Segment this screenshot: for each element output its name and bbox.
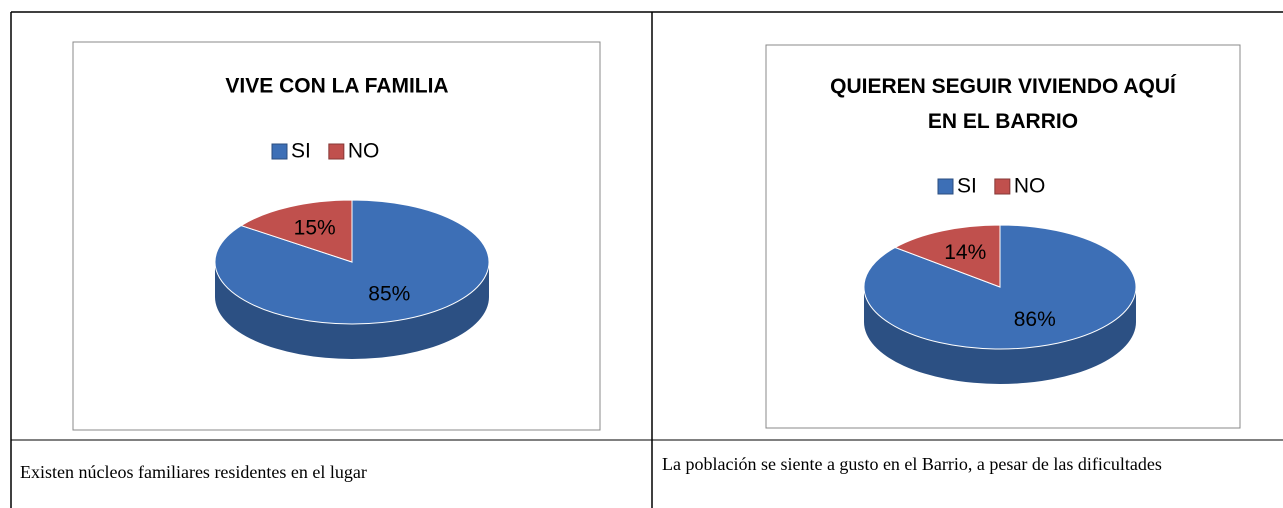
caption: Existen núcleos familiares residentes en… xyxy=(20,462,367,482)
chart-title: QUIEREN SEGUIR VIVIENDO AQUÍ EN EL BARRIO xyxy=(830,75,1177,133)
legend-swatch xyxy=(271,143,288,160)
pie-slice xyxy=(894,224,1001,288)
data-label: 86% xyxy=(1014,308,1056,331)
data-label: 15% xyxy=(294,216,336,239)
legend-label: NO xyxy=(348,140,380,163)
caption: La población se siente a gusto en el Bar… xyxy=(662,454,1162,474)
pie-slice-side xyxy=(215,262,489,359)
chart-title: VIVE CON LA FAMILIA xyxy=(225,75,448,98)
pie-slice xyxy=(239,199,353,263)
legend-swatch xyxy=(937,178,954,195)
legend-swatch xyxy=(994,178,1011,195)
pie-slice-side xyxy=(864,287,1136,384)
legend-label: SI xyxy=(291,140,311,163)
legend-label: SI xyxy=(957,175,977,198)
table-border xyxy=(10,11,1283,508)
legend-swatch xyxy=(328,143,345,160)
legend-label: NO xyxy=(1014,175,1046,198)
data-label: 85% xyxy=(368,283,410,306)
data-label: 14% xyxy=(944,241,986,264)
